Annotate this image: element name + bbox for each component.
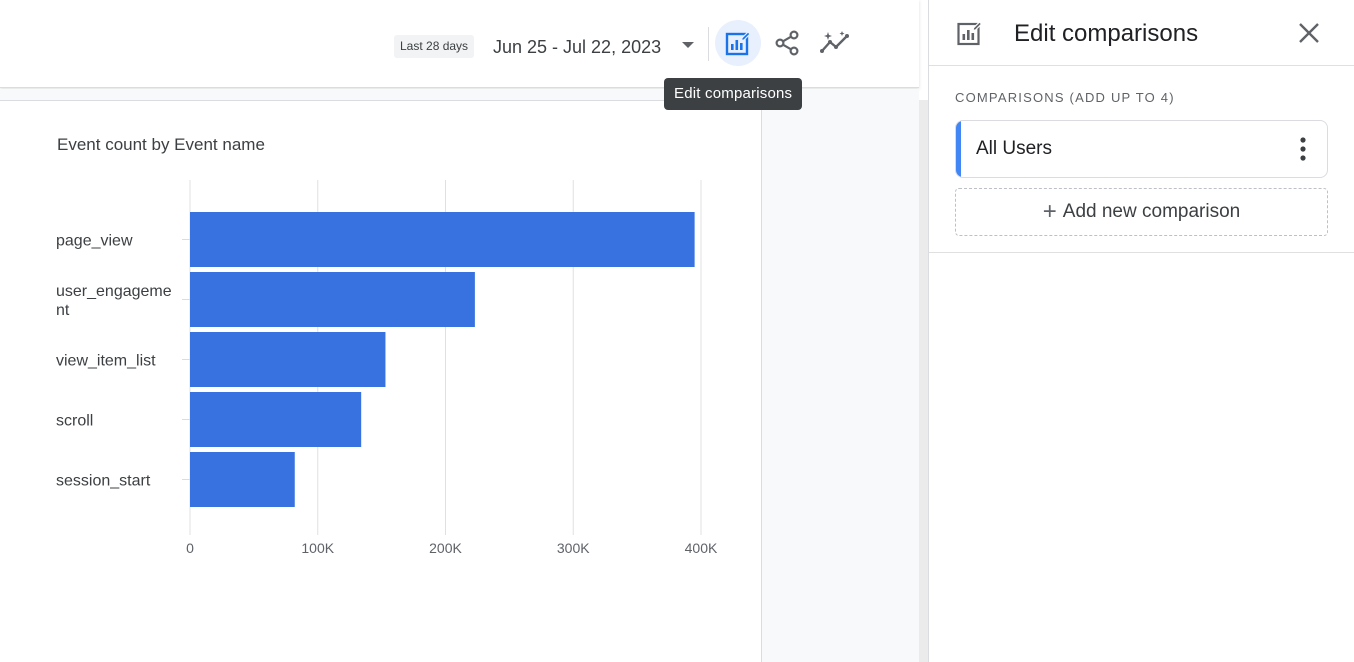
bar[interactable] [190, 332, 386, 387]
insights-button[interactable] [812, 20, 858, 66]
panel-header: Edit comparisons [929, 0, 1354, 66]
panel-title: Edit comparisons [1014, 20, 1199, 47]
category-label: page_view [56, 233, 133, 250]
x-tick-label: 100K [301, 540, 334, 556]
bar[interactable] [190, 392, 362, 447]
panel-separator [929, 252, 1354, 253]
scrollbar[interactable] [919, 100, 928, 662]
more-vert-icon[interactable] [1299, 136, 1307, 162]
toolbar-divider [708, 27, 709, 61]
comparison-label: All Users [976, 138, 1053, 159]
bar[interactable] [190, 452, 295, 507]
edit-comparisons-icon [957, 21, 983, 46]
close-icon[interactable] [1295, 19, 1323, 47]
comparison-card[interactable]: All Users [955, 120, 1328, 178]
insights-icon [820, 31, 849, 53]
x-tick-label: 200K [429, 540, 462, 556]
report-header: Last 28 days Jun 25 - Jul 22, 2023 [0, 0, 919, 88]
category-label: scroll [56, 413, 93, 430]
x-tick-label: 300K [557, 540, 590, 556]
share-button[interactable] [764, 20, 810, 66]
category-label: user_engageme nt [56, 283, 172, 319]
date-range-dropdown-icon[interactable] [682, 42, 694, 48]
panel-divider [928, 0, 929, 662]
x-tick-label: 400K [685, 540, 718, 556]
comparison-color-accent [956, 121, 961, 177]
edit-comparisons-button[interactable] [715, 20, 761, 66]
add-new-comparison-label: Add new comparison [1062, 201, 1241, 222]
plus-icon: + [1042, 198, 1057, 225]
date-preset-chip[interactable]: Last 28 days [394, 35, 475, 58]
add-new-comparison-button[interactable]: + Add new comparison [955, 188, 1328, 236]
category-label: view_item_list [56, 353, 156, 370]
chart-title: Event count by Event name [57, 135, 265, 154]
x-tick-label: 0 [186, 540, 194, 556]
comparisons-section-label: COMPARISONS (ADD UP TO 4) [955, 90, 1175, 105]
bar[interactable] [190, 212, 695, 267]
bar[interactable] [190, 272, 475, 327]
edit-comparisons-tooltip: Edit comparisons [664, 78, 803, 110]
edit-comparisons-icon [725, 31, 751, 56]
edit-comparisons-panel: Edit comparisons COMPARISONS (ADD UP TO … [929, 0, 1354, 662]
category-label: session_start [56, 473, 151, 490]
date-range-label[interactable]: Jun 25 - Jul 22, 2023 [493, 37, 662, 57]
bar-chart: 0 100K 200K 300K 400K page_view user_engageme n… [56, 180, 718, 556]
share-icon [775, 30, 799, 56]
